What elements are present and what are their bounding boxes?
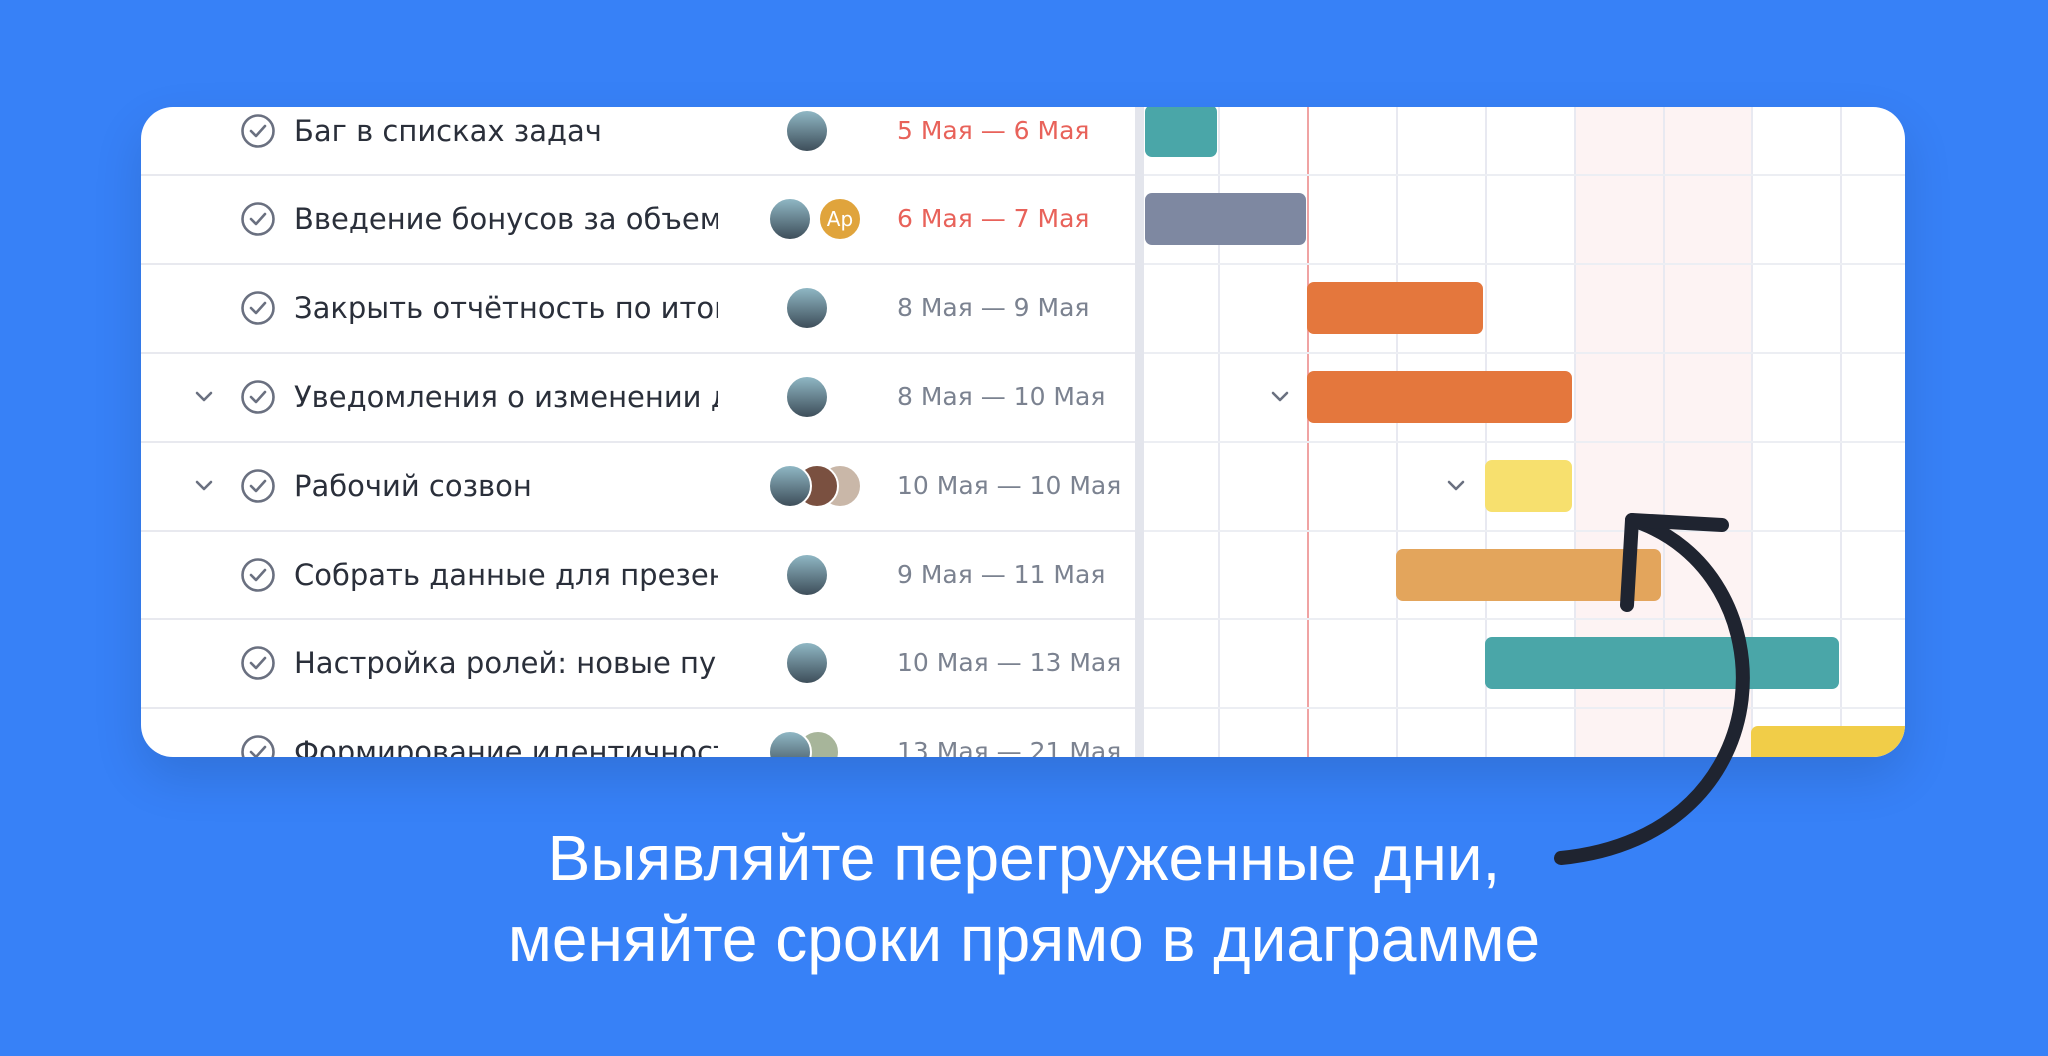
row-separator	[1144, 352, 1905, 354]
task-check	[240, 557, 276, 593]
grid-column	[1396, 107, 1398, 757]
task-check	[240, 379, 276, 415]
task-dates: 9 Мая — 11 Мая	[897, 560, 1106, 589]
task-title: Настройка ролей: новые пункты	[294, 646, 718, 680]
row-separator	[141, 707, 1135, 709]
caption: меняйте сроки прямо в диаграмме	[507, 903, 1541, 975]
task-check	[240, 468, 276, 504]
avatar	[768, 464, 812, 508]
task-dates: 10 Мая — 10 Мая	[897, 471, 1122, 500]
grid-column	[1218, 107, 1220, 757]
avatar	[785, 553, 829, 597]
row-separator	[1144, 441, 1905, 443]
gantt-bar	[1145, 193, 1306, 245]
gantt-bar	[1145, 107, 1217, 157]
grid-column	[1485, 107, 1487, 757]
row-separator	[141, 618, 1135, 620]
task-dates: 10 Мая — 13 Мая	[897, 648, 1122, 677]
grid-column	[1840, 107, 1842, 757]
expand-chevron	[192, 474, 216, 498]
avatar	[785, 286, 829, 330]
today-line	[1307, 107, 1309, 757]
task-title: Закрыть отчётность по итогам квартала	[294, 291, 718, 325]
row-separator	[141, 441, 1135, 443]
task-check	[240, 113, 276, 149]
row-separator	[1144, 263, 1905, 265]
panel-divider	[1135, 107, 1144, 757]
task-title: Уведомления о изменении дедлайна	[294, 380, 718, 414]
task-dates: 5 Мая — 6 Мая	[897, 116, 1090, 145]
row-separator	[1144, 174, 1905, 176]
gantt-bar	[1307, 282, 1483, 334]
expand-chevron	[1268, 385, 1292, 409]
row-separator	[1144, 707, 1905, 709]
expand-chevron	[192, 385, 216, 409]
row-separator	[141, 352, 1135, 354]
avatar-initials: Ар	[818, 197, 862, 241]
gantt-bar	[1396, 549, 1661, 601]
row-separator	[141, 263, 1135, 265]
avatar	[785, 641, 829, 685]
task-check	[240, 645, 276, 681]
task-title: Рабочий созвон	[294, 469, 532, 503]
row-separator	[1144, 530, 1905, 532]
task-title: Введение бонусов за объемы продаж	[294, 202, 718, 236]
grid-column	[1751, 107, 1753, 757]
task-title: Собрать данные для презентации	[294, 558, 718, 592]
expand-chevron	[1444, 474, 1468, 498]
row-separator	[1144, 618, 1905, 620]
task-dates: 8 Мая — 9 Мая	[897, 293, 1090, 322]
task-dates: 6 Мая — 7 Мая	[897, 204, 1090, 233]
task-check	[240, 290, 276, 326]
gantt-bar	[1485, 637, 1839, 689]
grid-column	[1574, 107, 1576, 757]
row-separator	[141, 174, 1135, 176]
task-dates: 8 Мая — 10 Мая	[897, 382, 1106, 411]
grid-column	[1663, 107, 1665, 757]
gantt-card: Баг в списках задач 5 Мая — 6 Мая Введение…	[141, 107, 1905, 757]
caption: Выявляйте перегруженные дни,	[547, 822, 1501, 894]
task-check	[240, 734, 276, 757]
gantt-bar	[1307, 371, 1572, 423]
avatar	[785, 109, 829, 153]
gantt-bar	[1751, 726, 1905, 757]
row-separator	[141, 530, 1135, 532]
task-check	[240, 201, 276, 237]
task-title: Формирование идентичности бренда	[294, 735, 718, 757]
avatar	[785, 375, 829, 419]
avatar	[768, 197, 812, 241]
gantt-bar	[1485, 460, 1572, 512]
task-dates: 13 Мая — 21 Мая	[897, 737, 1122, 757]
task-title: Баг в списках задач	[294, 114, 602, 148]
